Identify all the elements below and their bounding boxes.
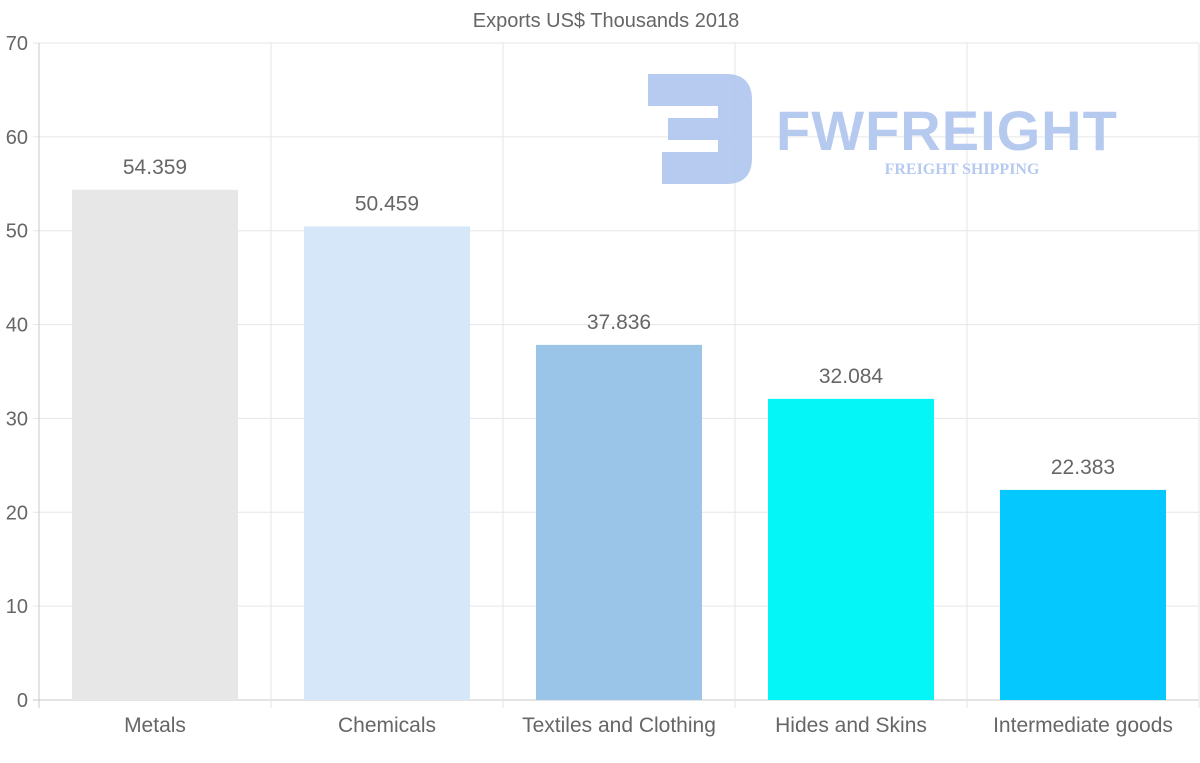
y-tick-label: 10 bbox=[6, 596, 28, 618]
watermark-brand: FWFREIGHT bbox=[776, 99, 1118, 162]
y-tick-label: 50 bbox=[6, 221, 28, 243]
x-tick-label: Hides and Skins bbox=[775, 714, 927, 737]
data-label: 50.459 bbox=[355, 192, 419, 215]
watermark-logo: FWFREIGHT FREIGHT SHIPPING bbox=[648, 74, 1118, 184]
data-label: 37.836 bbox=[587, 311, 651, 334]
y-tick-label: 20 bbox=[6, 502, 28, 524]
bar-chemicals bbox=[304, 226, 470, 700]
x-tick-label: Chemicals bbox=[338, 714, 436, 737]
data-label: 54.359 bbox=[123, 156, 187, 179]
x-tick-label: Textiles and Clothing bbox=[522, 714, 716, 737]
y-tick-label: 60 bbox=[6, 127, 28, 149]
y-tick-label: 30 bbox=[6, 408, 28, 430]
bar-metals bbox=[72, 189, 238, 701]
x-tick-label: Intermediate goods bbox=[993, 714, 1173, 737]
data-label: 22.383 bbox=[1051, 456, 1115, 479]
y-tick-label: 0 bbox=[17, 690, 28, 712]
watermark-tagline: FREIGHT SHIPPING bbox=[885, 161, 1040, 178]
chart-title: Exports US$ Thousands 2018 bbox=[473, 10, 739, 32]
bar-hides-and-skins bbox=[768, 398, 934, 700]
x-axis: Metals Chemicals Textiles and Clothing Hide… bbox=[124, 714, 1173, 737]
data-labels: 54.359 50.459 37.836 32.084 22.383 bbox=[123, 156, 1115, 479]
fw-logo-icon bbox=[648, 74, 752, 184]
data-label: 32.084 bbox=[819, 365, 884, 388]
y-tick-label: 70 bbox=[6, 33, 28, 55]
bar-textiles-and-clothing bbox=[536, 344, 702, 700]
y-axis: 0 10 20 30 40 50 60 70 bbox=[6, 33, 28, 712]
x-tick-label: Metals bbox=[124, 714, 186, 737]
y-tick-label: 40 bbox=[6, 315, 28, 337]
bar-intermediate-goods bbox=[1000, 489, 1166, 700]
bar-series bbox=[72, 189, 1166, 701]
